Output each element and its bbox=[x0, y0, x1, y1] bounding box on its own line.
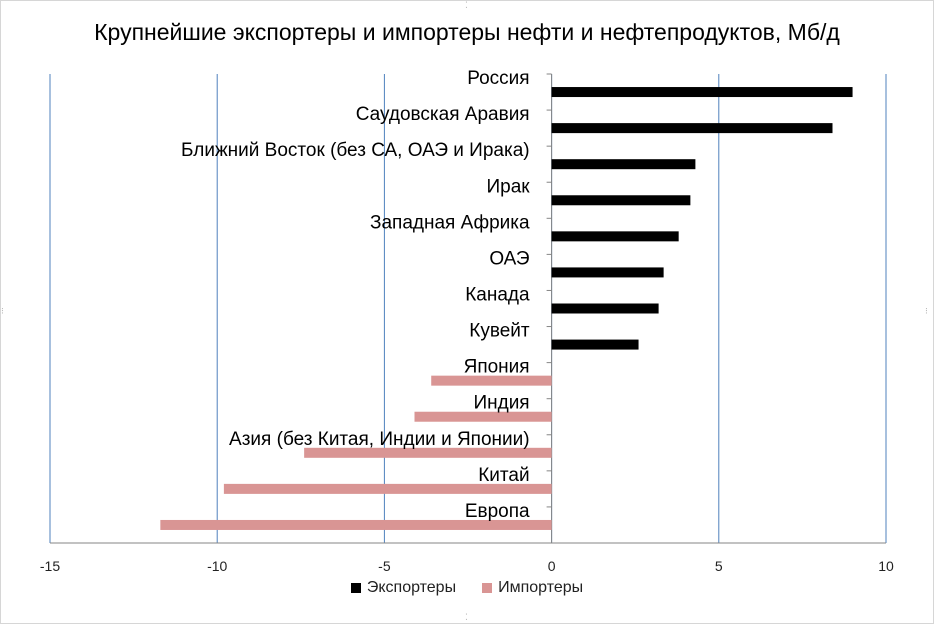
category-label: Китай bbox=[478, 465, 529, 486]
category-label: Россия bbox=[467, 68, 529, 89]
export-bar bbox=[551, 231, 679, 242]
category-label: Ближний Восток (без СА, ОАЭ и Ирака) bbox=[181, 140, 530, 161]
x-tick-label: 0 bbox=[548, 558, 556, 574]
x-tick-label: -5 bbox=[378, 558, 391, 574]
import-bar bbox=[304, 447, 552, 458]
export-bar bbox=[551, 123, 833, 134]
category-label: Азия (без Китая, Индии и Японии) bbox=[229, 429, 530, 450]
export-bar bbox=[551, 339, 639, 350]
x-tick-label: -15 bbox=[40, 558, 60, 574]
category-label: Япония bbox=[464, 357, 530, 378]
chart-title: Крупнейшие экспортеры и импортеры нефти … bbox=[94, 19, 840, 45]
x-tick-label: -10 bbox=[207, 558, 227, 574]
export-bar bbox=[551, 195, 691, 206]
legend-item-exporters: Экспортеры bbox=[350, 579, 457, 597]
import-bar bbox=[160, 519, 552, 530]
category-label: Кувейт bbox=[469, 321, 530, 342]
x-tick-label: 10 bbox=[878, 558, 894, 574]
export-bar bbox=[551, 267, 664, 278]
category-label: Саудовская Аравия bbox=[356, 104, 530, 125]
import-bar bbox=[431, 375, 552, 386]
category-label: Индия bbox=[473, 393, 529, 414]
export-bar bbox=[551, 159, 696, 170]
resize-handle-right[interactable]: ⁝ bbox=[925, 306, 928, 316]
category-label: Ирак bbox=[486, 176, 530, 197]
import-bar bbox=[414, 411, 552, 422]
export-bar bbox=[551, 87, 853, 98]
legend-item-importers: Импортеры bbox=[482, 579, 583, 597]
resize-handle-left[interactable]: ⁝ bbox=[1, 306, 4, 316]
legend-swatch-exporters bbox=[350, 583, 361, 593]
category-label: Канада bbox=[465, 285, 530, 306]
legend: Экспортеры Импортеры bbox=[1, 579, 933, 597]
legend-label-importers: Импортеры bbox=[498, 579, 584, 596]
export-bar bbox=[551, 303, 659, 314]
category-label: Европа bbox=[465, 501, 530, 522]
category-label: Западная Африка bbox=[370, 212, 530, 233]
import-bar bbox=[223, 483, 552, 494]
resize-handle-top[interactable]: ⁚ bbox=[465, 0, 468, 10]
legend-label-exporters: Экспортеры bbox=[366, 579, 457, 596]
legend-swatch-importers bbox=[482, 583, 493, 593]
x-tick-label: 5 bbox=[715, 558, 723, 574]
category-label: ОАЭ bbox=[489, 248, 529, 269]
resize-handle-bottom[interactable]: ⁚ bbox=[465, 612, 468, 622]
